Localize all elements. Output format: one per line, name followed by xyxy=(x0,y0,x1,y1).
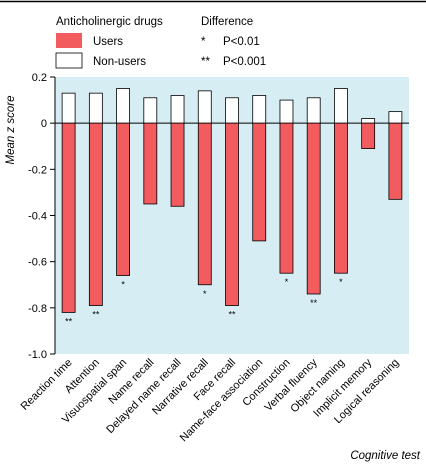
y-axis-title: Mean z score xyxy=(5,95,17,164)
bar-non-users xyxy=(306,97,321,124)
significance-key-symbol-2: ** xyxy=(201,56,210,68)
bar-users xyxy=(225,122,239,306)
bar-non-users xyxy=(388,111,403,124)
bar-non-users xyxy=(61,92,76,124)
bar-users xyxy=(143,122,158,205)
bar-non-users xyxy=(334,88,348,124)
legend-swatch-users xyxy=(56,33,82,48)
y-tick-label: -0.2 xyxy=(28,164,47,176)
y-tick-label: 0.2 xyxy=(32,72,47,84)
significance-marker: ** xyxy=(310,298,318,308)
significance-labels: ************ xyxy=(65,277,343,326)
significance-key-title: Difference xyxy=(201,16,253,28)
y-tick-label: -0.6 xyxy=(28,257,47,269)
bar-non-users xyxy=(116,88,130,124)
bar-non-users xyxy=(361,118,376,124)
bar-non-users xyxy=(279,99,294,124)
y-tick-label: 0 xyxy=(41,118,47,130)
significance-marker: ** xyxy=(65,316,73,326)
x-axis-title: Cognitive test xyxy=(350,450,420,462)
y-tick-label: -1.0 xyxy=(28,349,47,361)
bar-non-users xyxy=(252,95,267,124)
significance-marker: * xyxy=(121,280,125,290)
bar-users xyxy=(361,122,376,149)
significance-marker: ** xyxy=(92,310,100,320)
y-tick-label: -0.8 xyxy=(28,303,47,315)
significance-key-label-1: P<0.01 xyxy=(223,36,260,48)
bar-non-users xyxy=(170,95,185,124)
bar-users xyxy=(88,122,103,306)
legend-swatch-non-users xyxy=(55,52,83,69)
bar-non-users xyxy=(197,90,212,124)
bar-users xyxy=(197,122,212,286)
significance-marker: * xyxy=(285,277,289,287)
y-tick-label: -0.4 xyxy=(28,211,47,223)
legend-label-non-users: Non-users xyxy=(93,56,146,68)
bar-non-users xyxy=(225,97,239,124)
bar-users xyxy=(61,122,76,313)
significance-marker: * xyxy=(339,277,343,287)
bar-users xyxy=(388,122,403,200)
bars xyxy=(61,88,403,313)
legend-title: Anticholinergic drugs xyxy=(56,16,163,28)
significance-marker: ** xyxy=(228,310,236,320)
bar-users xyxy=(306,122,321,295)
bar-non-users xyxy=(143,97,158,124)
legend-label-users: Users xyxy=(93,36,123,48)
bar-users xyxy=(170,122,185,207)
bar-users xyxy=(279,122,294,274)
bar-users xyxy=(252,122,267,242)
significance-key-symbol-1: * xyxy=(201,36,206,48)
bar-users xyxy=(116,122,130,276)
legend: Anticholinergic drugs Users Non-users Di… xyxy=(55,16,266,69)
significance-key-label-2: P<0.001 xyxy=(223,56,266,68)
significance-marker: * xyxy=(203,289,207,299)
bar-non-users xyxy=(88,92,103,124)
bar-users xyxy=(334,122,348,274)
